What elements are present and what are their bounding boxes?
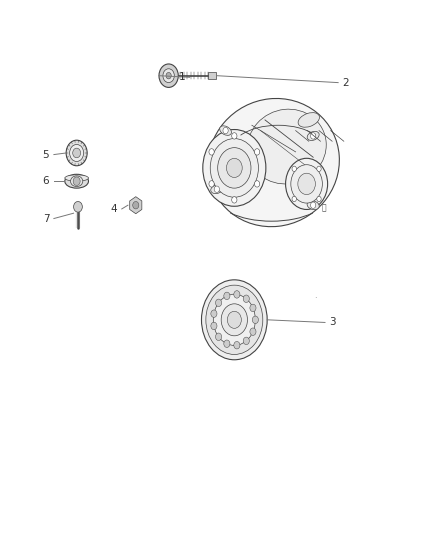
Circle shape [254,149,260,155]
Text: ·: · [314,294,317,303]
Circle shape [311,202,316,208]
Circle shape [223,127,228,134]
Ellipse shape [208,99,339,227]
Text: 4: 4 [110,204,117,214]
Circle shape [292,166,297,172]
Circle shape [206,285,263,354]
Circle shape [166,72,171,79]
Ellipse shape [211,310,217,318]
Circle shape [70,144,84,161]
Circle shape [133,201,139,209]
Circle shape [292,196,297,201]
Circle shape [74,201,82,212]
Circle shape [209,181,214,187]
Circle shape [218,148,251,188]
Circle shape [317,196,321,201]
Text: 6: 6 [42,176,49,186]
Ellipse shape [250,328,256,335]
Text: 3: 3 [329,318,336,327]
Circle shape [159,64,178,87]
FancyBboxPatch shape [208,72,216,79]
Ellipse shape [71,176,83,187]
Circle shape [232,133,237,139]
Ellipse shape [211,322,217,329]
Ellipse shape [65,175,88,181]
Polygon shape [130,197,142,214]
Circle shape [227,311,241,328]
Ellipse shape [307,131,319,141]
Text: Ⓑ: Ⓑ [322,204,326,212]
Text: 5: 5 [42,150,49,159]
Ellipse shape [220,126,231,135]
Circle shape [232,197,237,203]
Circle shape [226,158,242,177]
Text: 2: 2 [343,78,350,87]
Ellipse shape [65,174,88,188]
Circle shape [311,133,316,139]
Ellipse shape [215,333,222,341]
Circle shape [73,177,80,185]
Ellipse shape [234,342,240,349]
Text: 7: 7 [42,214,49,223]
Circle shape [254,181,260,187]
Ellipse shape [243,337,249,345]
Ellipse shape [243,295,249,302]
Ellipse shape [252,316,258,324]
Ellipse shape [224,340,230,348]
Circle shape [286,158,328,209]
Ellipse shape [250,304,256,312]
Circle shape [163,69,174,83]
Circle shape [317,166,321,172]
Circle shape [298,173,315,195]
Ellipse shape [224,292,230,300]
Text: 1: 1 [178,72,185,82]
Circle shape [209,149,214,155]
Circle shape [213,294,255,345]
Circle shape [291,165,322,203]
Ellipse shape [247,109,326,184]
Circle shape [210,139,258,197]
Ellipse shape [211,185,223,193]
Circle shape [201,280,267,360]
Circle shape [203,130,266,206]
Ellipse shape [307,201,319,209]
Ellipse shape [234,290,240,298]
Circle shape [221,304,247,336]
Circle shape [214,186,219,192]
Ellipse shape [215,299,222,306]
Ellipse shape [298,112,319,127]
Circle shape [66,140,87,166]
Circle shape [73,148,81,158]
